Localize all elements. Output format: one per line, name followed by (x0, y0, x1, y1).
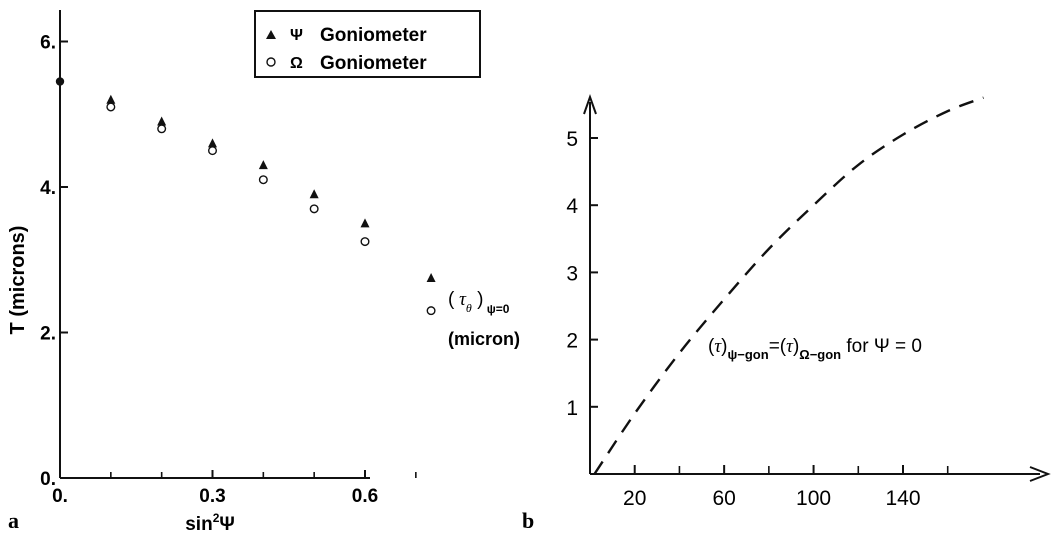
panel-a-point-triangle (426, 272, 436, 282)
panel-a-x-tick-label: 0. (52, 486, 68, 507)
panel-a-point-triangle (157, 116, 167, 126)
panel-b-y-tick-label: 2 (566, 330, 578, 353)
panel-a-y-tick-label: 6. (40, 33, 56, 54)
panel-b-x-tick-label: 20 (623, 487, 646, 510)
panel-b-x-tick-label: 140 (885, 487, 920, 510)
panel-a: 0. 2. 4. 6. 0. 0.3 0.6 T (microns) sin2Ψ a Ψ G… (7, 10, 481, 535)
panel-a-point-triangle (208, 138, 217, 148)
panel-b-y-label-line1: ( τθ ) ψ=0 (448, 289, 510, 316)
panel-a-y-tick-label: 0. (40, 469, 56, 490)
panel-a-point-triangle (258, 160, 268, 170)
panel-a-letter: a (8, 508, 19, 533)
panel-b-annotation: (τ)ψ−gon=(τ)Ω−gon for Ψ = 0 (708, 336, 922, 362)
panel-a-point-circle (309, 204, 319, 214)
legend-omega-symbol: Ω (290, 55, 303, 72)
legend-psi-symbol: Ψ (290, 27, 303, 44)
panel-a-x-label: sin2Ψ (185, 511, 235, 535)
panel-b-y-tick-label: 3 (566, 262, 578, 285)
panel-b-x-tick-label: 60 (712, 487, 735, 510)
panel-a-point-circle (426, 306, 436, 316)
panel-a-y-label: T (microns) (7, 226, 29, 335)
panel-b: 1 2 3 4 5 20 60 100 140 ( τθ ) ψ=0 (micron) (τ)ψ… (448, 93, 1051, 533)
panel-b-y-tick-label: 4 (566, 195, 578, 218)
panel-b-y-label-line2: (micron) (448, 329, 520, 349)
panel-b-x-arrow (1029, 466, 1051, 482)
panel-b-y-tick-label: 1 (566, 397, 578, 420)
panel-a-point-circle (207, 146, 217, 156)
panel-a-point-triangle (106, 94, 116, 104)
panel-a-point-circle (106, 102, 116, 112)
legend-omega-text: Goniometer (320, 53, 427, 74)
legend-triangle-marker (266, 30, 276, 39)
legend-box (254, 10, 481, 78)
panel-a-y-tick-label: 2. (40, 324, 56, 345)
panel-a-x-tick-label: 0.3 (199, 486, 225, 507)
legend-psi-text: Goniometer (320, 25, 427, 46)
legend-circle-marker (266, 57, 276, 67)
panel-b-y-tick-label: 5 (566, 128, 578, 151)
panel-a-legend: Ψ Goniometer Ω Goniometer (254, 10, 481, 78)
panel-a-point-circle (360, 237, 370, 247)
panel-b-dashed-curve (593, 96, 984, 475)
panel-a-y-tick-label: 4. (40, 178, 56, 199)
panel-a-point-triangle (360, 218, 370, 228)
panel-a-x-tick-label: 0.6 (352, 486, 378, 507)
panel-a-point-circle (258, 175, 268, 185)
panel-b-x-tick-label: 100 (796, 487, 831, 510)
panel-a-point-circle (157, 124, 167, 134)
panel-b-y-arrow (583, 93, 597, 115)
panel-b-letter: b (522, 508, 534, 533)
panel-a-point-triangle (309, 189, 319, 199)
panel-a-point-shared (55, 77, 65, 86)
